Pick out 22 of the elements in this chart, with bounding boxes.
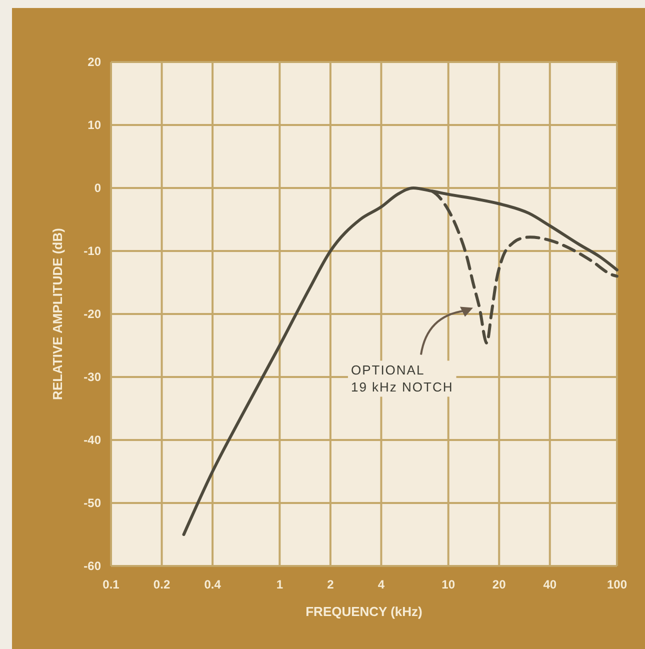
y-tick-label: -60 (84, 558, 102, 573)
x-tick-label: 10 (442, 578, 456, 592)
x-tick-label: 100 (606, 578, 628, 592)
x-axis-title: FREQUENCY (kHz) (306, 604, 422, 619)
annotation: OPTIONAL 19 kHz NOTCH (350, 362, 454, 395)
x-tick-label: 0.2 (153, 578, 170, 592)
x-tick-label: 20 (492, 578, 506, 592)
x-tick-label: 1 (276, 578, 284, 592)
x-tick-label: 0.4 (204, 578, 222, 592)
x-tick-label: 40 (543, 578, 557, 592)
y-tick-label: -20 (84, 306, 102, 321)
x-tick-label: 0.1 (102, 578, 120, 592)
y-tick-label: 0 (94, 180, 102, 195)
y-tick-label: -50 (84, 496, 102, 510)
y-tick-label: 20 (88, 54, 102, 69)
x-tick-label: 2 (327, 578, 334, 592)
y-tick-label: -30 (84, 370, 102, 384)
y-tick-label: -10 (84, 244, 102, 258)
y-axis-title: RELATIVE AMPLITUDE (dB) (50, 228, 65, 400)
x-tick-label: 4 (378, 578, 385, 592)
y-tick-label: -40 (84, 432, 102, 447)
y-tick-label: 10 (88, 118, 102, 132)
